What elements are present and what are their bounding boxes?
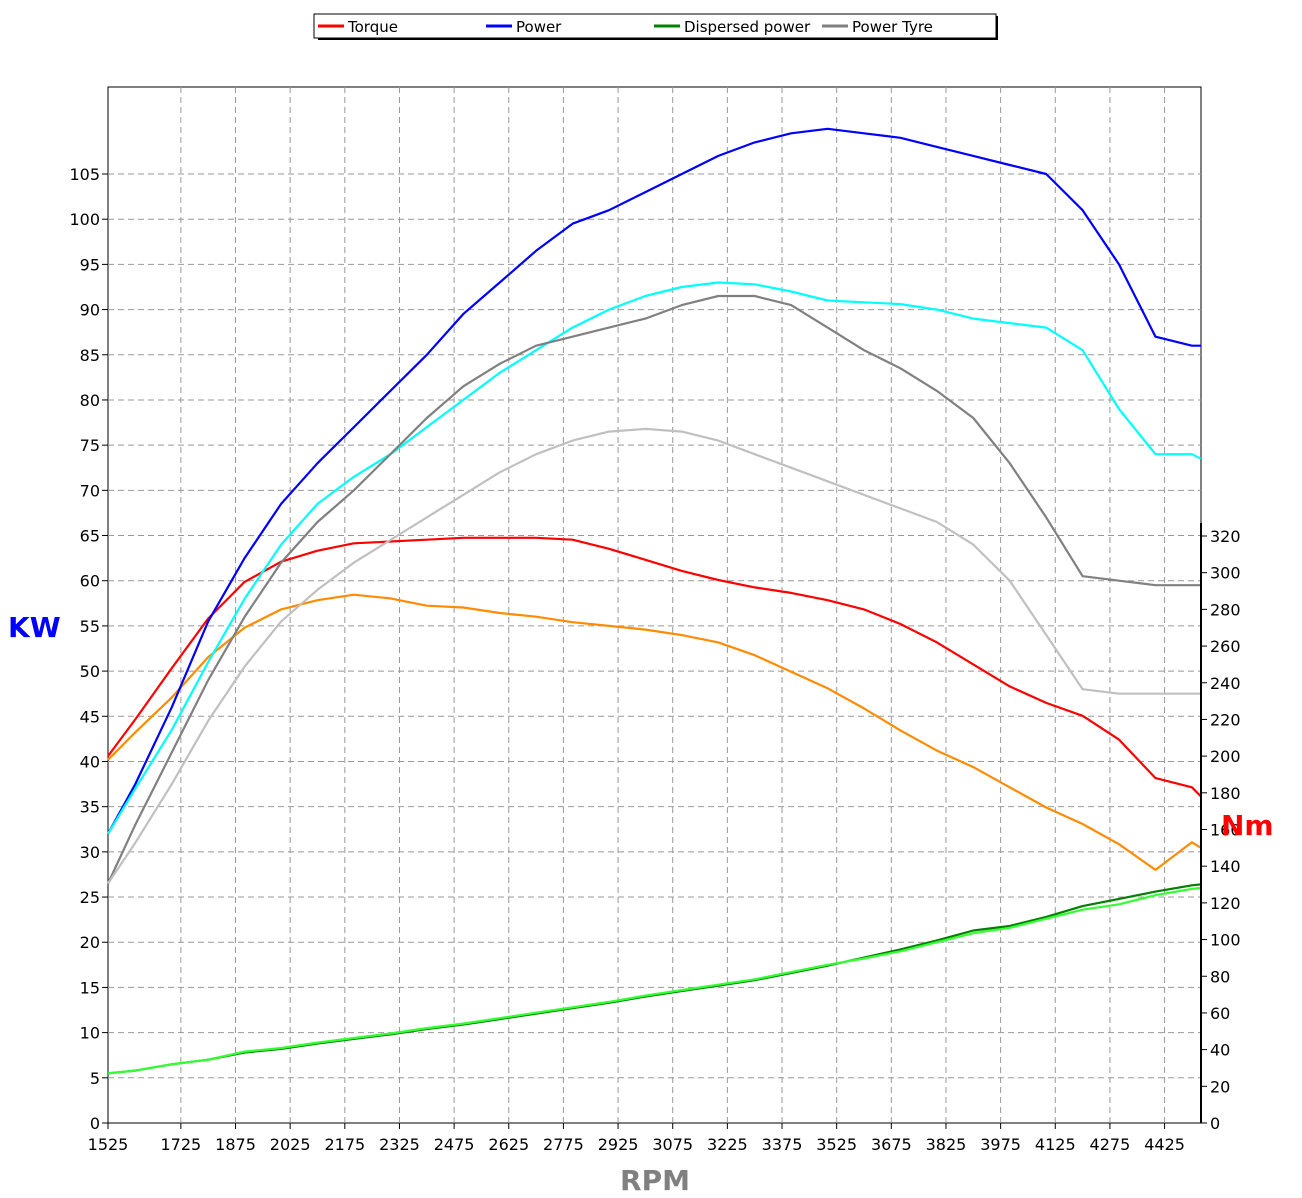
legend: Torque Power Dispersed power Power Tyre	[313, 13, 998, 40]
y-left-tick-label: 85	[80, 346, 100, 365]
x-tick-label: 2175	[324, 1135, 365, 1154]
x-tick-label: 1725	[161, 1135, 202, 1154]
x-tick-label: 3375	[762, 1135, 803, 1154]
y-right-tick-label: 100	[1210, 931, 1241, 950]
series-line-torque	[107, 536, 1202, 798]
x-tick-label: 4125	[1035, 1135, 1076, 1154]
y-right-tick-label: 20	[1210, 1077, 1230, 1096]
y-left-tick-label: 80	[80, 391, 100, 410]
series-line-power	[107, 127, 1201, 835]
x-tick-label: 3075	[652, 1135, 693, 1154]
y-left-tick-label: 105	[69, 165, 100, 184]
y-left-tick-label: 70	[80, 481, 100, 500]
legend-item-power: Power	[486, 18, 562, 36]
x-tick-label: 3825	[926, 1135, 967, 1154]
series-lines	[107, 127, 1202, 1075]
y-left-tick-label: 75	[80, 436, 100, 455]
y-right-tick-label: 80	[1210, 967, 1230, 986]
x-tick-label: 2025	[270, 1135, 311, 1154]
legend-item-dispersed-power: Dispersed power	[654, 18, 811, 36]
y-right-tick-label: 300	[1210, 564, 1241, 583]
y-left-tick-label: 90	[80, 301, 100, 320]
x-tick-label: 2925	[598, 1135, 639, 1154]
y-axis-right-title: Nm	[1221, 809, 1274, 842]
legend-label-dispersed-power: Dispersed power	[684, 18, 811, 36]
x-tick-label: 3675	[871, 1135, 912, 1154]
y-right-tick-label: 240	[1210, 674, 1241, 693]
legend-item-torque: Torque	[318, 18, 398, 36]
y-left-tick-label: 5	[90, 1069, 100, 1088]
y-left-tick-label: 95	[80, 255, 100, 274]
y-right-tick-label: 280	[1210, 600, 1241, 619]
y-right-tick-label: 320	[1210, 527, 1241, 546]
y-left-tick-label: 20	[80, 933, 100, 952]
x-tick-label: 2775	[543, 1135, 584, 1154]
y-right-tick-label: 160	[1210, 821, 1241, 840]
x-tick-label: 4425	[1144, 1135, 1185, 1154]
y-right-tick-label: 0	[1210, 1114, 1220, 1133]
series-line-power-original	[107, 281, 1202, 835]
y-left-tick-label: 0	[90, 1114, 100, 1133]
y-right-tick-label: 260	[1210, 637, 1241, 656]
y-left-tick-label: 30	[80, 843, 100, 862]
x-axis: 1525 1725 1875 2025 2175 2325 2475 2625 2775 2925…	[88, 1123, 1185, 1154]
x-tick-label: 2625	[488, 1135, 529, 1154]
y-left-tick-label: 35	[80, 798, 100, 817]
y-axis-left-title: KW	[8, 611, 61, 644]
y-right-tick-label: 60	[1210, 1004, 1230, 1023]
y-left-tick-label: 55	[80, 617, 100, 636]
y-left-tick-label: 15	[80, 978, 100, 997]
y-left-tick-label: 40	[80, 752, 100, 771]
y-left-tick-label: 100	[69, 210, 100, 229]
y-right-tick-label: 120	[1210, 894, 1241, 913]
x-tick-label: 1875	[215, 1135, 256, 1154]
legend-label-power: Power	[516, 18, 562, 36]
series-line-power-tyre-original	[107, 427, 1201, 885]
y-right-tick-label: 140	[1210, 857, 1241, 876]
legend-label-power-tyre: Power Tyre	[852, 18, 933, 36]
y-axis-left: 0 5 10 15 20 25 30 35 40 45 50 55 60 65 70 75 80 85 90 95 10…	[69, 165, 108, 1133]
y-left-tick-label: 45	[80, 707, 100, 726]
y-right-tick-label: 180	[1210, 784, 1241, 803]
x-axis-title: RPM	[620, 1164, 690, 1197]
series-line-power-tyre	[107, 294, 1201, 884]
y-axis-right: 0 20 40 60 80 100 120 140 160 180 200 220 240 260 280 3…	[1201, 527, 1241, 1133]
y-left-tick-label: 10	[80, 1024, 100, 1043]
x-tick-label: 3525	[816, 1135, 857, 1154]
y-right-tick-label: 200	[1210, 747, 1241, 766]
y-left-tick-label: 50	[80, 662, 100, 681]
y-left-tick-label: 65	[80, 527, 100, 546]
y-left-tick-label: 25	[80, 888, 100, 907]
x-tick-label: 3225	[707, 1135, 748, 1154]
series-line-dispersed-power-original	[107, 886, 1202, 1075]
y-right-tick-label: 220	[1210, 710, 1241, 729]
x-tick-label: 1525	[88, 1135, 129, 1154]
series-line-torque-original	[107, 593, 1202, 872]
x-tick-label: 2475	[434, 1135, 475, 1154]
legend-item-power-tyre: Power Tyre	[822, 18, 933, 36]
plot-area	[107, 86, 1202, 1124]
x-tick-label: 4275	[1090, 1135, 1131, 1154]
x-tick-label: 2325	[379, 1135, 420, 1154]
legend-label-torque: Torque	[347, 18, 398, 36]
y-right-tick-label: 40	[1210, 1041, 1230, 1060]
y-left-tick-label: 60	[80, 572, 100, 591]
x-tick-label: 3975	[980, 1135, 1021, 1154]
